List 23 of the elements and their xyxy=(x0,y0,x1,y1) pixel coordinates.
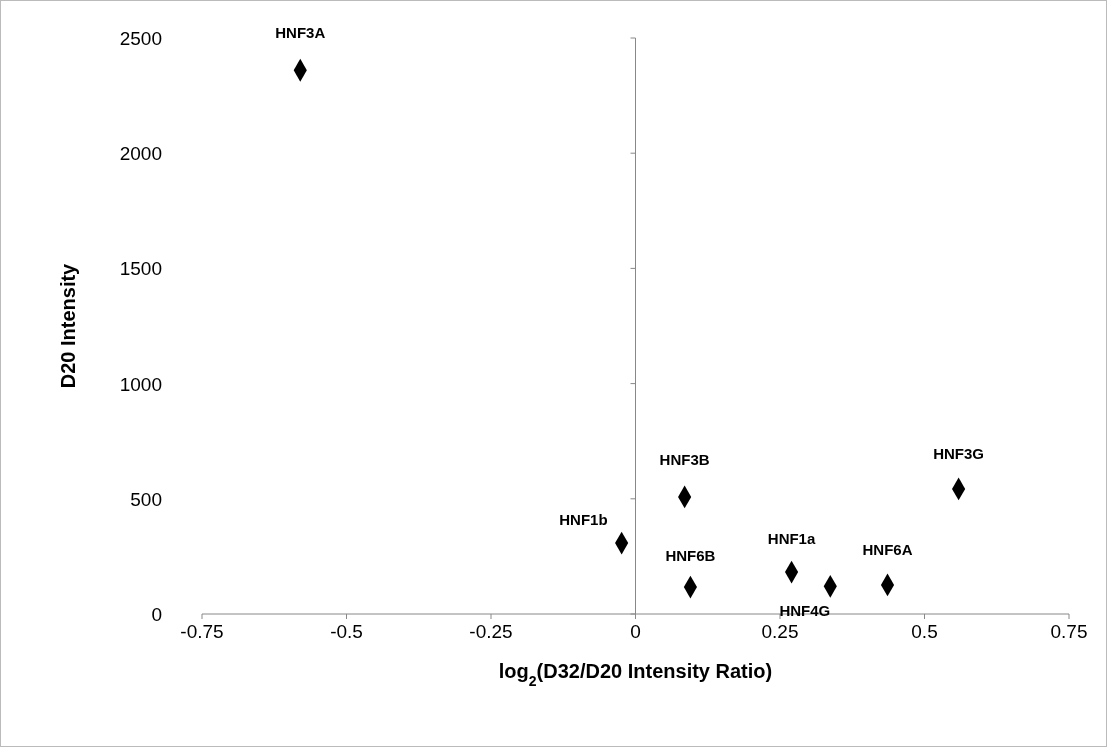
x-tick-label: -0.25 xyxy=(469,621,513,642)
annotation: HNF4G xyxy=(779,602,831,620)
annotation: HNF1b xyxy=(559,511,608,529)
x-tick-label: 0.5 xyxy=(911,621,938,642)
y-tick-label: 1500 xyxy=(119,258,162,280)
annotation: HNF6A xyxy=(862,540,913,558)
y-tick-label: 1000 xyxy=(119,373,162,395)
annotation: HNF3G xyxy=(933,444,985,462)
x-axis-title: log$_{2}$(D32/D20 Intensity Ratio) xyxy=(498,660,773,689)
x-tick-label: 0.25 xyxy=(761,621,799,642)
x-tick-label: -0.75 xyxy=(180,621,224,642)
annotation: HNF3B xyxy=(659,450,710,468)
y-tick-label: 2000 xyxy=(119,143,162,165)
x-tick-label: -0.5 xyxy=(330,621,363,642)
x-tick-label: 0.75 xyxy=(1050,621,1088,642)
y-tick-label: 0 xyxy=(151,604,162,625)
y-tick-label: 500 xyxy=(130,488,162,510)
x-tick-label: 0 xyxy=(630,621,641,642)
y-tick-label: 2500 xyxy=(119,28,162,49)
annotation: HNF3A xyxy=(275,24,326,42)
annotation: HNF1a xyxy=(767,530,816,548)
annotation: HNF6B xyxy=(665,547,716,565)
y-axis-title: D20 Intensity xyxy=(57,262,79,389)
